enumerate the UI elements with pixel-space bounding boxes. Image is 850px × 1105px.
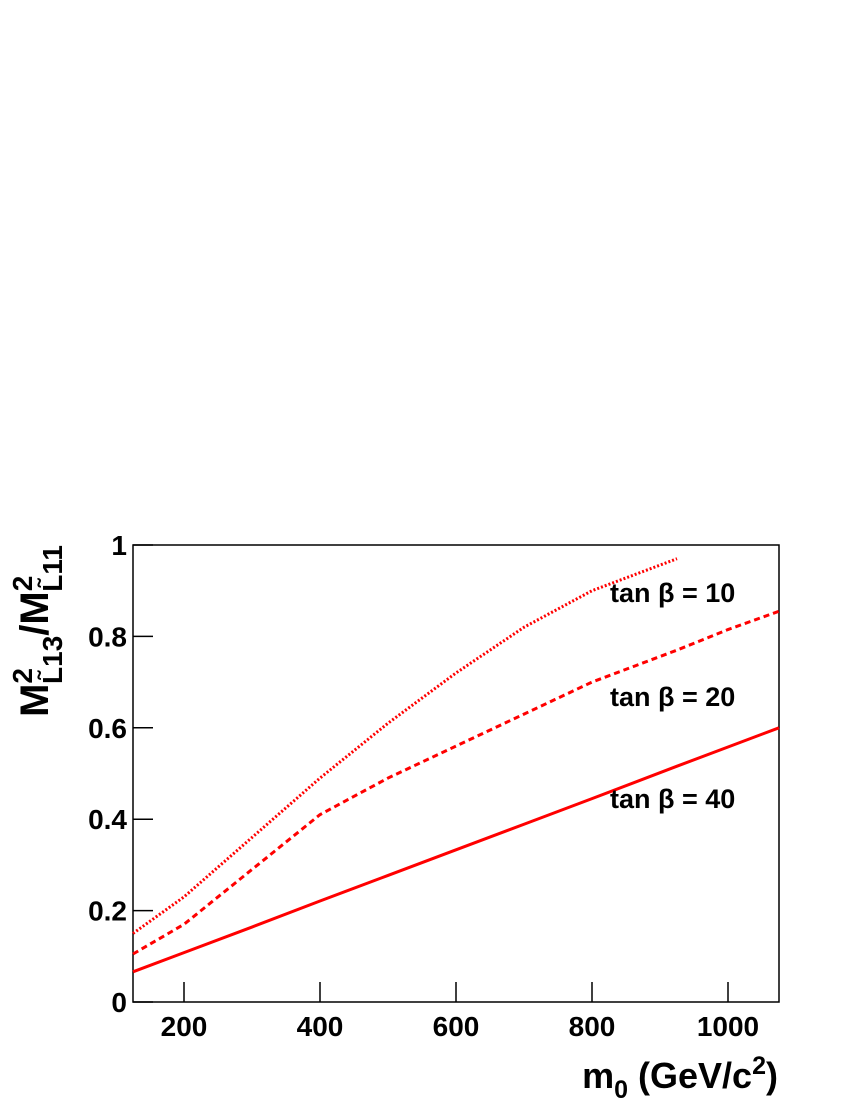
x-tick-label: 800 bbox=[569, 1011, 616, 1042]
y-tick-label: 0.6 bbox=[88, 713, 127, 744]
y-title-part: M bbox=[13, 684, 57, 717]
x-title-part: 0 bbox=[614, 1076, 628, 1100]
x-title-part: m bbox=[582, 1055, 614, 1096]
series-line bbox=[132, 557, 678, 935]
x-title-part: (GeV/c bbox=[628, 1055, 752, 1096]
x-tick-label: 600 bbox=[433, 1011, 480, 1042]
y-title-part: L̃11 bbox=[37, 545, 68, 592]
series-line bbox=[132, 726, 780, 974]
y-tick-label: 0.2 bbox=[88, 896, 127, 927]
y-axis-title: M2L̃13/M2L̃11 bbox=[7, 545, 68, 717]
y-title-part: / bbox=[13, 625, 57, 636]
y-title-part: L̃13 bbox=[37, 636, 68, 684]
y-tick-label: 0 bbox=[111, 987, 127, 1018]
y-tick-label: 0.4 bbox=[88, 804, 127, 835]
y-title-part: 2 bbox=[7, 576, 38, 592]
series-label: tan β = 20 bbox=[610, 682, 735, 712]
plot-frame bbox=[132, 544, 780, 1003]
x-title-part: ) bbox=[766, 1055, 778, 1096]
series-label: tan β = 40 bbox=[610, 784, 735, 814]
y-title-part: M bbox=[13, 591, 57, 624]
series-label: tan β = 10 bbox=[610, 578, 735, 608]
x-tick-label: 1000 bbox=[697, 1011, 759, 1042]
x-axis-title: m0 (GeV/c2) bbox=[582, 1052, 778, 1100]
x-tick-label: 400 bbox=[297, 1011, 344, 1042]
x-title-part: 2 bbox=[752, 1052, 766, 1080]
series-line bbox=[132, 609, 780, 956]
y-tick-label: 1 bbox=[111, 530, 127, 561]
y-tick-label: 0.8 bbox=[88, 621, 127, 652]
y-title-part: 2 bbox=[7, 668, 38, 684]
x-tick-label: 200 bbox=[161, 1011, 208, 1042]
